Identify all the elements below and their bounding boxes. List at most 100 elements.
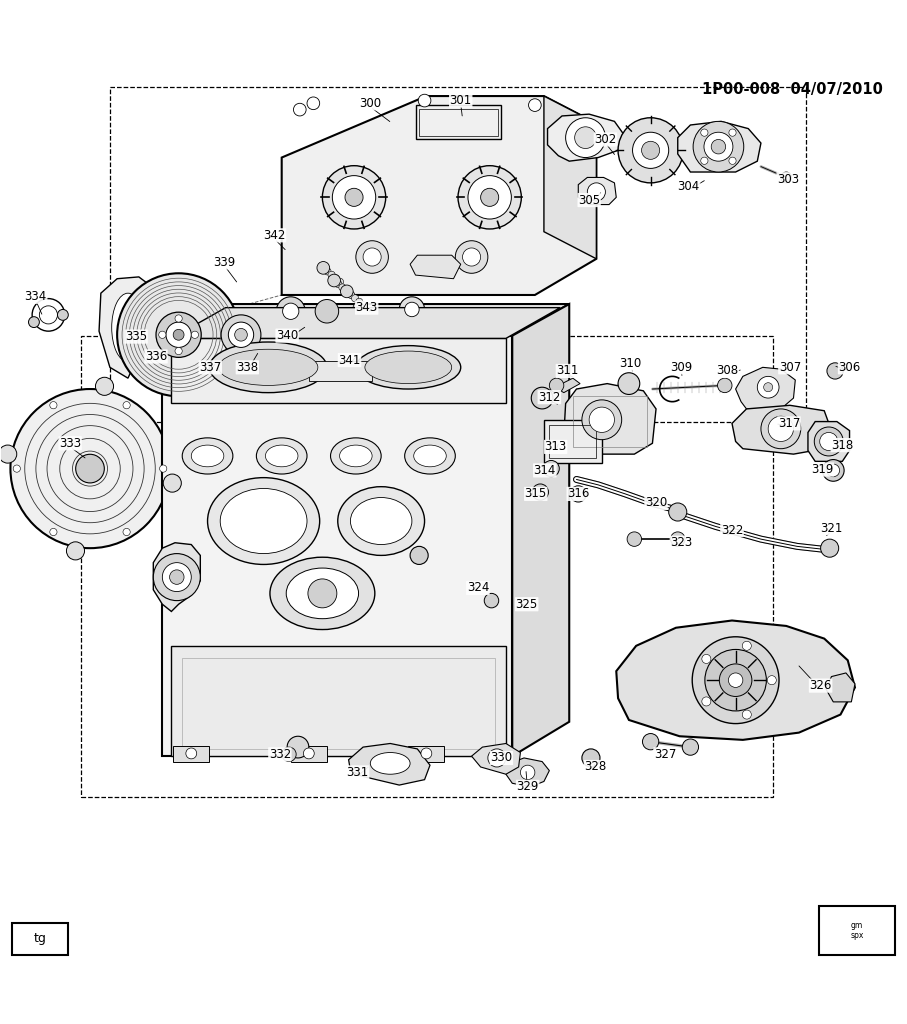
Text: 337: 337 <box>200 360 221 374</box>
Circle shape <box>701 157 708 165</box>
Bar <box>182 658 495 749</box>
Bar <box>415 105 502 139</box>
Circle shape <box>418 94 431 106</box>
Circle shape <box>701 129 708 136</box>
Circle shape <box>328 271 336 279</box>
Text: 335: 335 <box>125 330 147 343</box>
Circle shape <box>399 297 424 323</box>
Text: 333: 333 <box>59 437 81 450</box>
Circle shape <box>692 637 779 724</box>
Text: 328: 328 <box>584 761 607 773</box>
Circle shape <box>641 141 659 160</box>
Circle shape <box>163 474 181 493</box>
Ellipse shape <box>208 477 319 564</box>
Text: 343: 343 <box>356 301 378 314</box>
Circle shape <box>327 274 340 287</box>
Polygon shape <box>732 406 832 454</box>
Bar <box>550 425 597 458</box>
Text: 319: 319 <box>811 463 834 476</box>
Circle shape <box>339 284 346 291</box>
Circle shape <box>356 241 388 273</box>
Ellipse shape <box>270 557 375 630</box>
Text: 336: 336 <box>145 350 167 362</box>
Ellipse shape <box>414 445 446 467</box>
Circle shape <box>0 445 16 463</box>
Circle shape <box>123 401 131 409</box>
Ellipse shape <box>220 488 307 554</box>
Circle shape <box>627 531 641 547</box>
Ellipse shape <box>112 293 144 361</box>
Circle shape <box>463 248 481 266</box>
Text: 321: 321 <box>820 522 843 535</box>
Circle shape <box>343 288 350 295</box>
Text: 324: 324 <box>467 582 489 595</box>
Polygon shape <box>348 743 430 785</box>
Bar <box>573 396 647 446</box>
Circle shape <box>11 389 170 548</box>
Circle shape <box>632 132 668 168</box>
Circle shape <box>729 157 736 165</box>
Text: 342: 342 <box>263 228 286 242</box>
Text: 307: 307 <box>779 360 801 374</box>
Circle shape <box>814 427 844 456</box>
Circle shape <box>405 302 419 316</box>
Text: 323: 323 <box>670 537 692 549</box>
Text: 339: 339 <box>214 256 236 269</box>
Circle shape <box>532 387 553 409</box>
Circle shape <box>352 295 359 302</box>
Circle shape <box>363 248 381 266</box>
Circle shape <box>618 373 639 394</box>
Bar <box>110 87 806 422</box>
FancyBboxPatch shape <box>12 923 68 955</box>
Polygon shape <box>219 313 266 356</box>
Circle shape <box>50 528 57 536</box>
Circle shape <box>57 309 68 321</box>
Text: 304: 304 <box>678 180 699 193</box>
Ellipse shape <box>350 498 412 545</box>
Text: 320: 320 <box>645 497 668 510</box>
Circle shape <box>827 464 840 477</box>
Circle shape <box>582 749 600 767</box>
Circle shape <box>571 485 587 502</box>
Text: 309: 309 <box>670 360 692 374</box>
Ellipse shape <box>370 753 410 774</box>
Circle shape <box>229 323 254 347</box>
Circle shape <box>757 377 779 398</box>
Circle shape <box>175 314 182 323</box>
Circle shape <box>366 309 377 321</box>
Circle shape <box>353 302 364 313</box>
Text: 1P00-008  04/07/2010: 1P00-008 04/07/2010 <box>702 83 883 97</box>
Circle shape <box>95 377 113 395</box>
Text: 311: 311 <box>556 365 579 378</box>
Circle shape <box>668 503 687 521</box>
Circle shape <box>827 362 844 379</box>
Circle shape <box>282 748 297 762</box>
Text: 312: 312 <box>538 391 561 403</box>
Text: 305: 305 <box>578 194 600 207</box>
Circle shape <box>719 664 752 696</box>
Text: 313: 313 <box>544 440 567 454</box>
Circle shape <box>761 409 801 449</box>
Text: 318: 318 <box>831 438 853 452</box>
Circle shape <box>319 264 327 271</box>
Polygon shape <box>564 384 656 454</box>
Circle shape <box>717 378 732 392</box>
Circle shape <box>335 281 342 288</box>
Ellipse shape <box>191 445 224 467</box>
Circle shape <box>821 539 839 557</box>
Polygon shape <box>506 758 550 786</box>
Text: gm
spx: gm spx <box>850 921 863 940</box>
Text: 330: 330 <box>491 752 512 765</box>
Circle shape <box>421 748 432 759</box>
Circle shape <box>343 288 350 295</box>
Circle shape <box>742 710 751 719</box>
Circle shape <box>166 323 191 347</box>
Circle shape <box>360 302 367 309</box>
Bar <box>308 361 372 381</box>
Circle shape <box>173 330 184 340</box>
Circle shape <box>455 241 488 273</box>
Text: 334: 334 <box>24 290 47 303</box>
Circle shape <box>347 291 355 298</box>
Polygon shape <box>548 114 623 161</box>
Circle shape <box>153 554 200 601</box>
